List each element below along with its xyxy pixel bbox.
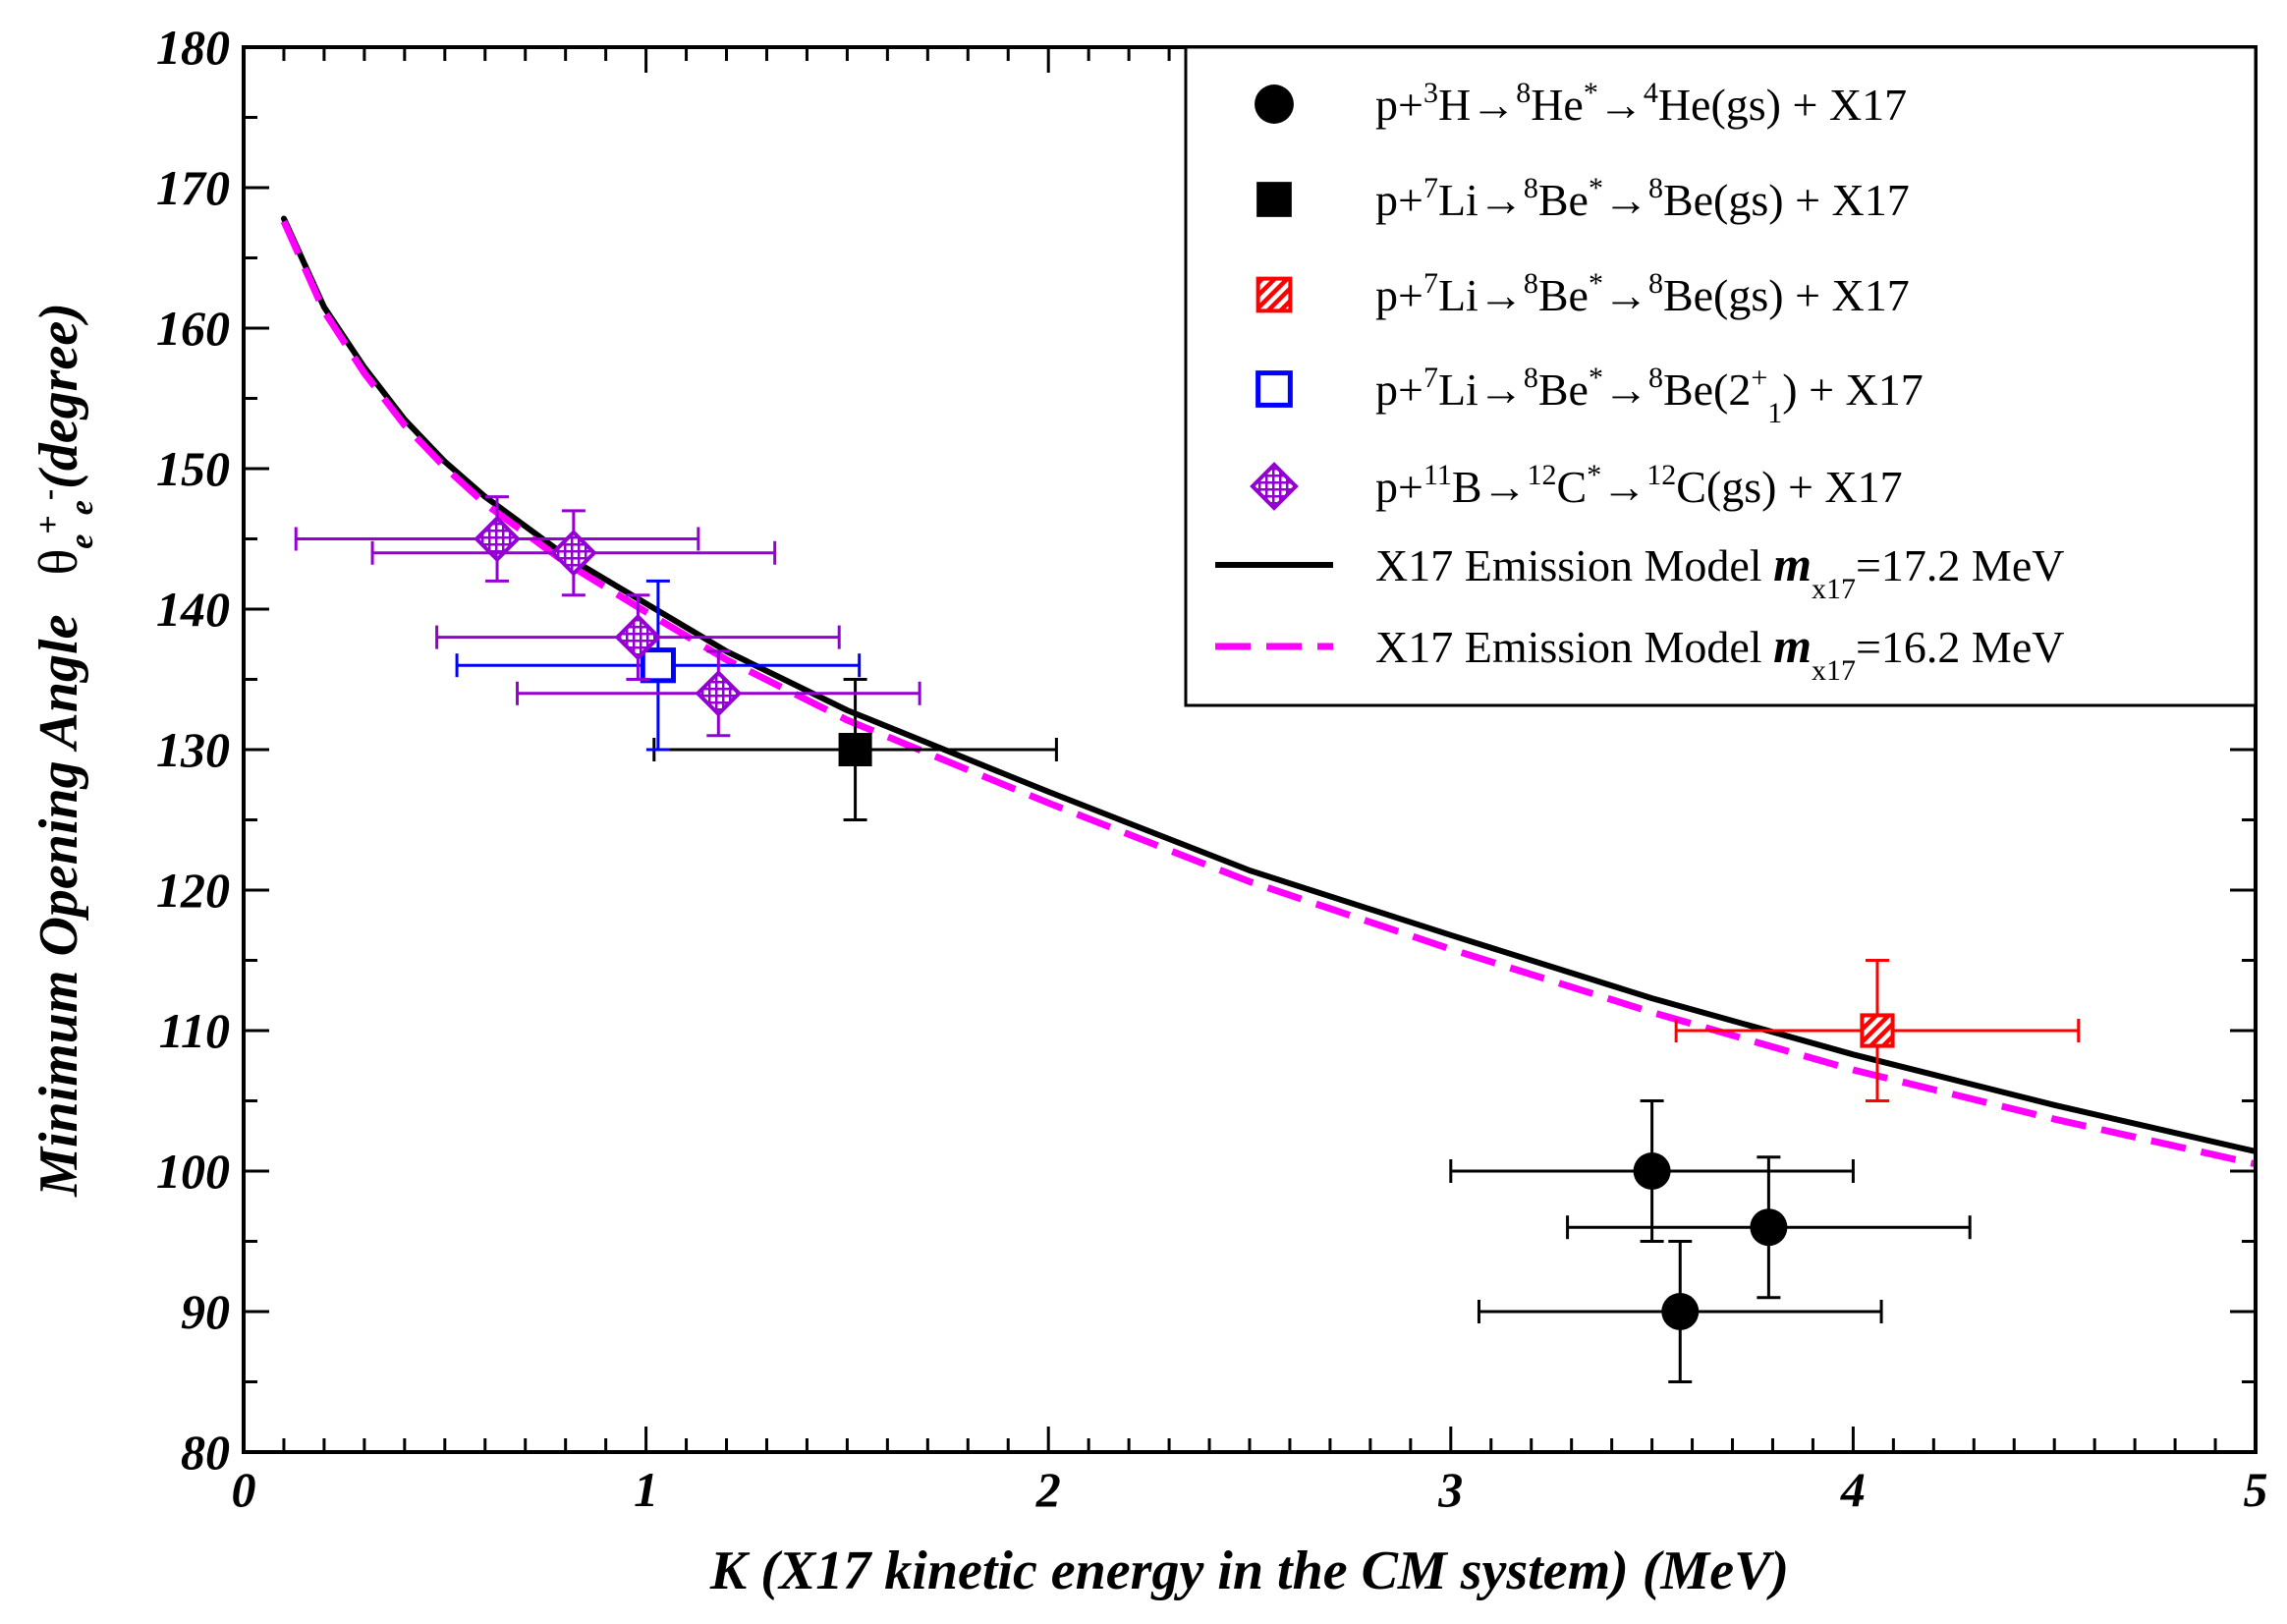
legend-entry-5: X17 Emission Model mx17=17.2 MeV [1215, 536, 2064, 605]
y-tick-label: 90 [181, 1284, 230, 1339]
legend-entry-2: p+7Li→8Be*→8Be(gs) + X17 [1255, 267, 1910, 320]
x-tick-label: 0 [232, 1462, 256, 1517]
y-tick-label: 100 [156, 1144, 230, 1199]
y-tick-label: 80 [181, 1425, 230, 1480]
marker-filled-circle [1633, 1152, 1671, 1190]
theta-symbol: θ [28, 549, 89, 576]
legend-label: X17 Emission Model mx17=17.2 MeV [1375, 536, 2064, 605]
marker-filled-circle [1750, 1208, 1788, 1247]
legend-box [1184, 45, 2258, 707]
legend-label: p+3H→8He*→4He(gs) + X17 [1375, 77, 1907, 130]
data-point [1674, 959, 2081, 1102]
legend-entry-6: X17 Emission Model mx17=16.2 MeV [1215, 618, 2064, 687]
data-point [455, 579, 862, 752]
y-tick-label: 170 [156, 160, 230, 215]
y-axis-unit: (degree) [28, 303, 89, 489]
legend-entry-1: p+7Li→8Be*→8Be(gs) + X17 [1256, 172, 1910, 225]
data-point [370, 509, 777, 597]
x-axis-title: K (X17 kinetic energy in the CM system) … [709, 1540, 1789, 1601]
marker-hatched-diamond [550, 529, 597, 577]
y-axis-title: Minimum Opening Angleθe+e-(degree) [28, 303, 100, 1198]
marker-filled-square [838, 733, 872, 766]
svg-text:Minimum Opening Angleθe+e-(deg: Minimum Opening Angleθe+e-(degree) [28, 303, 100, 1198]
legend-label: p+11B→12C*→12C(gs) + X17 [1375, 459, 1903, 512]
marker-hatched-square [1860, 1013, 1895, 1048]
marker-open-square [640, 647, 676, 684]
marker-hatched-square [1255, 276, 1293, 313]
x-tick-labels: 0 1 2 3 4 5 [232, 1462, 2268, 1517]
legend-entry-4: p+11B→12C*→12C(gs) + X17 [1250, 459, 1903, 512]
data-point [1566, 1155, 1972, 1300]
data-point [435, 593, 841, 681]
x-tick-label: 3 [1437, 1462, 1463, 1517]
marker-hatched-diamond [695, 669, 743, 717]
x-tick-label: 2 [1035, 1462, 1061, 1517]
legend: p+3H→8He*→4He(gs) + X17 p+7Li→8Be*→8Be(gs… [1184, 45, 2258, 707]
data-point [652, 678, 1058, 821]
legend-label: p+7Li→8Be*→8Be(gs) + X17 [1375, 172, 1910, 225]
marker-hatched-diamond [474, 515, 521, 563]
data-point [1477, 1240, 1883, 1383]
legend-entry-0: p+3H→8He*→4He(gs) + X17 [1255, 77, 1907, 130]
x-tick-label: 5 [2244, 1462, 2268, 1517]
marker-filled-circle [1255, 84, 1294, 124]
y-tick-label: 130 [156, 722, 230, 777]
marker-open-square [1255, 370, 1293, 408]
legend-label: p+7Li→8Be*→8Be(2+1) + X17 [1375, 362, 1924, 429]
theta-sub-1: e [64, 534, 100, 549]
y-tick-label: 120 [156, 863, 230, 918]
y-tick-label: 180 [156, 20, 230, 75]
y-tick-labels: 80 90 100 110 120 130 140 150 160 170 180 [156, 20, 230, 1480]
marker-hatched-diamond [614, 613, 662, 661]
theta-sub-2: e [64, 500, 100, 515]
data-point [294, 495, 700, 583]
marker-hatched-diamond [1250, 462, 1299, 511]
y-axis-label: Minimum Opening Angle [28, 615, 89, 1198]
x-tick-label: 1 [634, 1462, 658, 1517]
legend-label: X17 Emission Model mx17=16.2 MeV [1375, 618, 2064, 687]
y-tick-label: 150 [156, 441, 230, 496]
marker-filled-square [1256, 182, 1292, 217]
y-tick-label: 110 [159, 1003, 230, 1058]
marker-filled-circle [1661, 1293, 1700, 1330]
data-point [516, 649, 921, 738]
legend-entry-3: p+7Li→8Be*→8Be(2+1) + X17 [1255, 362, 1924, 429]
data-point [1449, 1099, 1855, 1243]
theta-sup-2: - [30, 489, 67, 500]
theta-sup-1: + [30, 515, 67, 533]
y-tick-label: 160 [156, 301, 230, 356]
x-tick-label: 4 [1840, 1462, 1866, 1517]
data-points [294, 495, 2081, 1383]
legend-label: p+7Li→8Be*→8Be(gs) + X17 [1375, 267, 1910, 320]
y-tick-label: 140 [156, 582, 230, 637]
